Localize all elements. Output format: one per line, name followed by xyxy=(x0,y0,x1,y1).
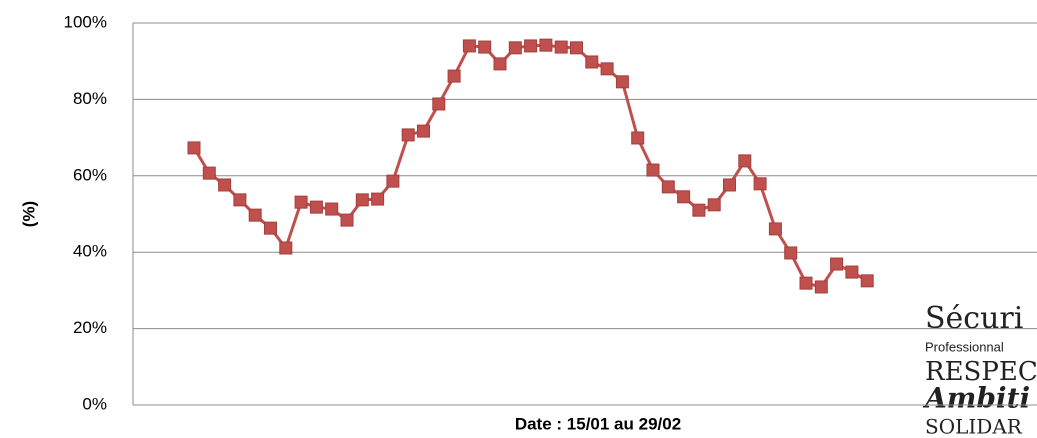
y-tick-label: 20% xyxy=(73,318,107,337)
marker xyxy=(462,39,476,53)
logo-line: SOLIDAR xyxy=(925,415,1023,438)
marker xyxy=(233,193,247,207)
marker xyxy=(646,163,660,177)
marker xyxy=(493,57,507,71)
marker xyxy=(753,177,767,191)
marker xyxy=(585,55,599,69)
logo-line: Ambiti xyxy=(922,382,1030,415)
marker xyxy=(845,265,859,279)
marker xyxy=(524,39,538,53)
marker xyxy=(309,200,323,214)
y-axis-label: (%) xyxy=(19,201,38,227)
marker xyxy=(202,166,216,180)
series-line xyxy=(192,43,868,289)
logo-line: RESPEC xyxy=(925,357,1037,387)
marker xyxy=(371,192,385,206)
marker xyxy=(294,195,308,209)
marker xyxy=(325,202,339,216)
logo-line: Sécuri xyxy=(925,301,1023,336)
marker xyxy=(417,124,430,138)
marker xyxy=(814,280,828,294)
marker xyxy=(355,193,369,207)
y-tick-label: 60% xyxy=(73,165,107,184)
marker xyxy=(600,62,614,76)
y-tick-label: 0% xyxy=(82,394,107,413)
marker xyxy=(554,40,568,54)
y-tick-label: 40% xyxy=(73,242,107,261)
marker xyxy=(570,41,583,55)
marker xyxy=(615,75,629,89)
marker xyxy=(187,141,201,155)
marker xyxy=(279,241,293,255)
marker xyxy=(768,222,782,236)
x-axis-label: Date : 15/01 au 29/02 xyxy=(515,414,681,433)
marker xyxy=(738,154,752,168)
marker xyxy=(692,203,706,217)
marker xyxy=(401,128,415,142)
marker xyxy=(478,40,492,54)
marker xyxy=(784,246,798,260)
marker xyxy=(631,131,645,145)
marker xyxy=(661,180,675,194)
marker xyxy=(386,174,400,188)
marker xyxy=(677,190,691,204)
marker xyxy=(860,274,874,288)
marker xyxy=(539,38,553,52)
marker xyxy=(340,213,354,227)
marker xyxy=(447,69,461,83)
marker xyxy=(723,178,736,192)
marker xyxy=(264,221,277,235)
marker xyxy=(799,276,813,290)
marker xyxy=(248,208,262,222)
marker xyxy=(432,97,446,111)
y-tick-label: 100% xyxy=(64,12,107,31)
marker xyxy=(508,41,522,55)
marker xyxy=(218,178,232,192)
marker xyxy=(830,257,844,271)
logo: Sécuri Professionnal RESPEC Ambiti SOLID… xyxy=(922,301,1037,438)
logo-line: Professionnal xyxy=(925,339,1004,354)
marker xyxy=(707,198,721,212)
y-tick-label: 80% xyxy=(73,89,107,108)
